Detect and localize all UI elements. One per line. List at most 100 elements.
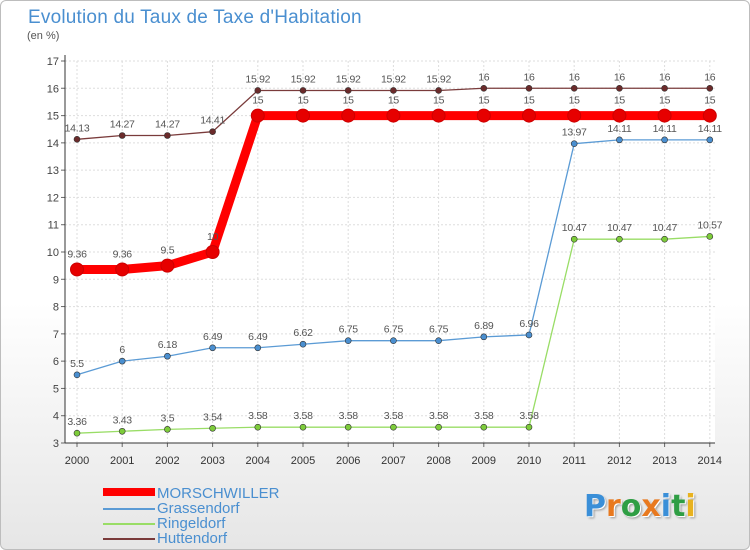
data-label: 16 [478,71,490,83]
x-tick-label: 2008 [426,455,450,467]
data-label: 15 [569,95,581,107]
data-point [525,84,533,92]
data-point [657,108,672,123]
data-label: 15 [297,95,309,107]
logo-letter: i [660,489,672,524]
data-label: 14.27 [155,118,180,130]
data-label: 16 [704,71,716,83]
data-point [612,108,627,123]
data-label: 15 [343,95,355,107]
legend-swatch-morschwiller [103,488,155,496]
data-label: 15 [523,95,535,107]
data-label: 9.5 [161,245,175,257]
legend-swatch-ringeldorf [103,523,155,525]
chart-subtitle: (en %) [27,30,60,42]
y-tick-label: 17 [47,56,59,68]
data-point [435,423,442,431]
logo-letter: x [641,489,661,524]
data-label: 15 [478,95,490,107]
data-label: 14.41 [200,115,225,127]
data-label: 6.49 [203,331,223,343]
data-point [164,132,171,139]
data-point [476,108,491,123]
data-label: 3.58 [293,410,313,422]
data-label: 3.58 [519,410,539,422]
legend-swatch-huttendorf [103,538,155,540]
x-tick-label: 2001 [110,455,134,467]
data-label: 3.58 [339,410,359,422]
x-tick-label: 2007 [381,455,405,467]
y-tick-label: 6 [53,356,59,368]
data-label: 15.92 [245,73,270,85]
data-point [386,108,401,123]
data-point [254,87,262,94]
data-point [431,108,446,123]
data-label: 10.57 [697,219,722,231]
data-point [250,108,265,123]
data-point [706,136,714,144]
data-point [344,337,352,344]
data-label: 6.75 [384,324,404,336]
data-point [254,344,262,352]
data-label: 16 [614,71,626,83]
y-tick-label: 8 [53,302,59,314]
data-point [164,352,171,360]
y-tick-label: 14 [47,138,59,150]
data-point [525,331,533,339]
data-label: 3.58 [248,410,268,422]
legend-label-huttendorf: Huttendorf [157,530,228,547]
data-point [73,371,81,379]
data-label: 6.18 [158,339,178,351]
data-point [344,87,352,94]
data-point [209,424,216,432]
data-label: 3.5 [161,412,175,424]
data-point [616,84,623,92]
data-point [164,426,171,433]
data-label: 3.58 [474,410,494,422]
y-tick-label: 11 [48,220,59,232]
data-label: 5.5 [70,358,84,370]
data-point [118,132,126,139]
chart-title: Evolution du Taux de Taxe d'Habitation [28,7,362,28]
data-point [570,140,578,147]
data-point [706,84,714,92]
data-point [70,262,84,277]
x-tick-label: 2010 [517,455,541,467]
x-tick-label: 2003 [200,455,224,467]
data-point [435,87,442,94]
data-label: 15.92 [381,73,406,85]
data-point [73,136,81,143]
logo-letter: r [606,489,621,524]
data-point [567,108,582,123]
y-tick-label: 10 [47,247,59,259]
data-label: 16 [523,71,535,83]
data-label: 15 [614,95,626,107]
data-point [209,128,216,135]
data-point [115,262,130,277]
data-point [205,245,220,259]
data-label: 3.36 [67,416,87,428]
x-tick-label: 2000 [65,455,89,467]
data-point [661,235,668,243]
legend-label-ringeldorf: Ringeldorf [157,515,226,532]
data-point [616,235,623,243]
logo-letter: t [671,489,686,524]
data-label: 15.92 [336,73,361,85]
y-tick-label: 9 [53,274,59,286]
x-tick-label: 2012 [607,455,631,467]
data-label: 16 [569,71,581,83]
legend-swatch-grassendorf [103,508,155,510]
data-point [570,84,578,92]
data-label: 6 [119,344,125,356]
data-label: 6.75 [429,324,449,336]
data-label: 14.27 [110,118,135,130]
data-label: 3.54 [203,411,223,423]
legend-label-morschwiller: MORSCHWILLER [157,485,280,502]
data-point [480,333,488,341]
data-point [160,258,175,273]
data-label: 9.36 [113,248,133,260]
data-point [118,427,126,435]
data-point [435,337,442,344]
data-point [73,429,81,437]
